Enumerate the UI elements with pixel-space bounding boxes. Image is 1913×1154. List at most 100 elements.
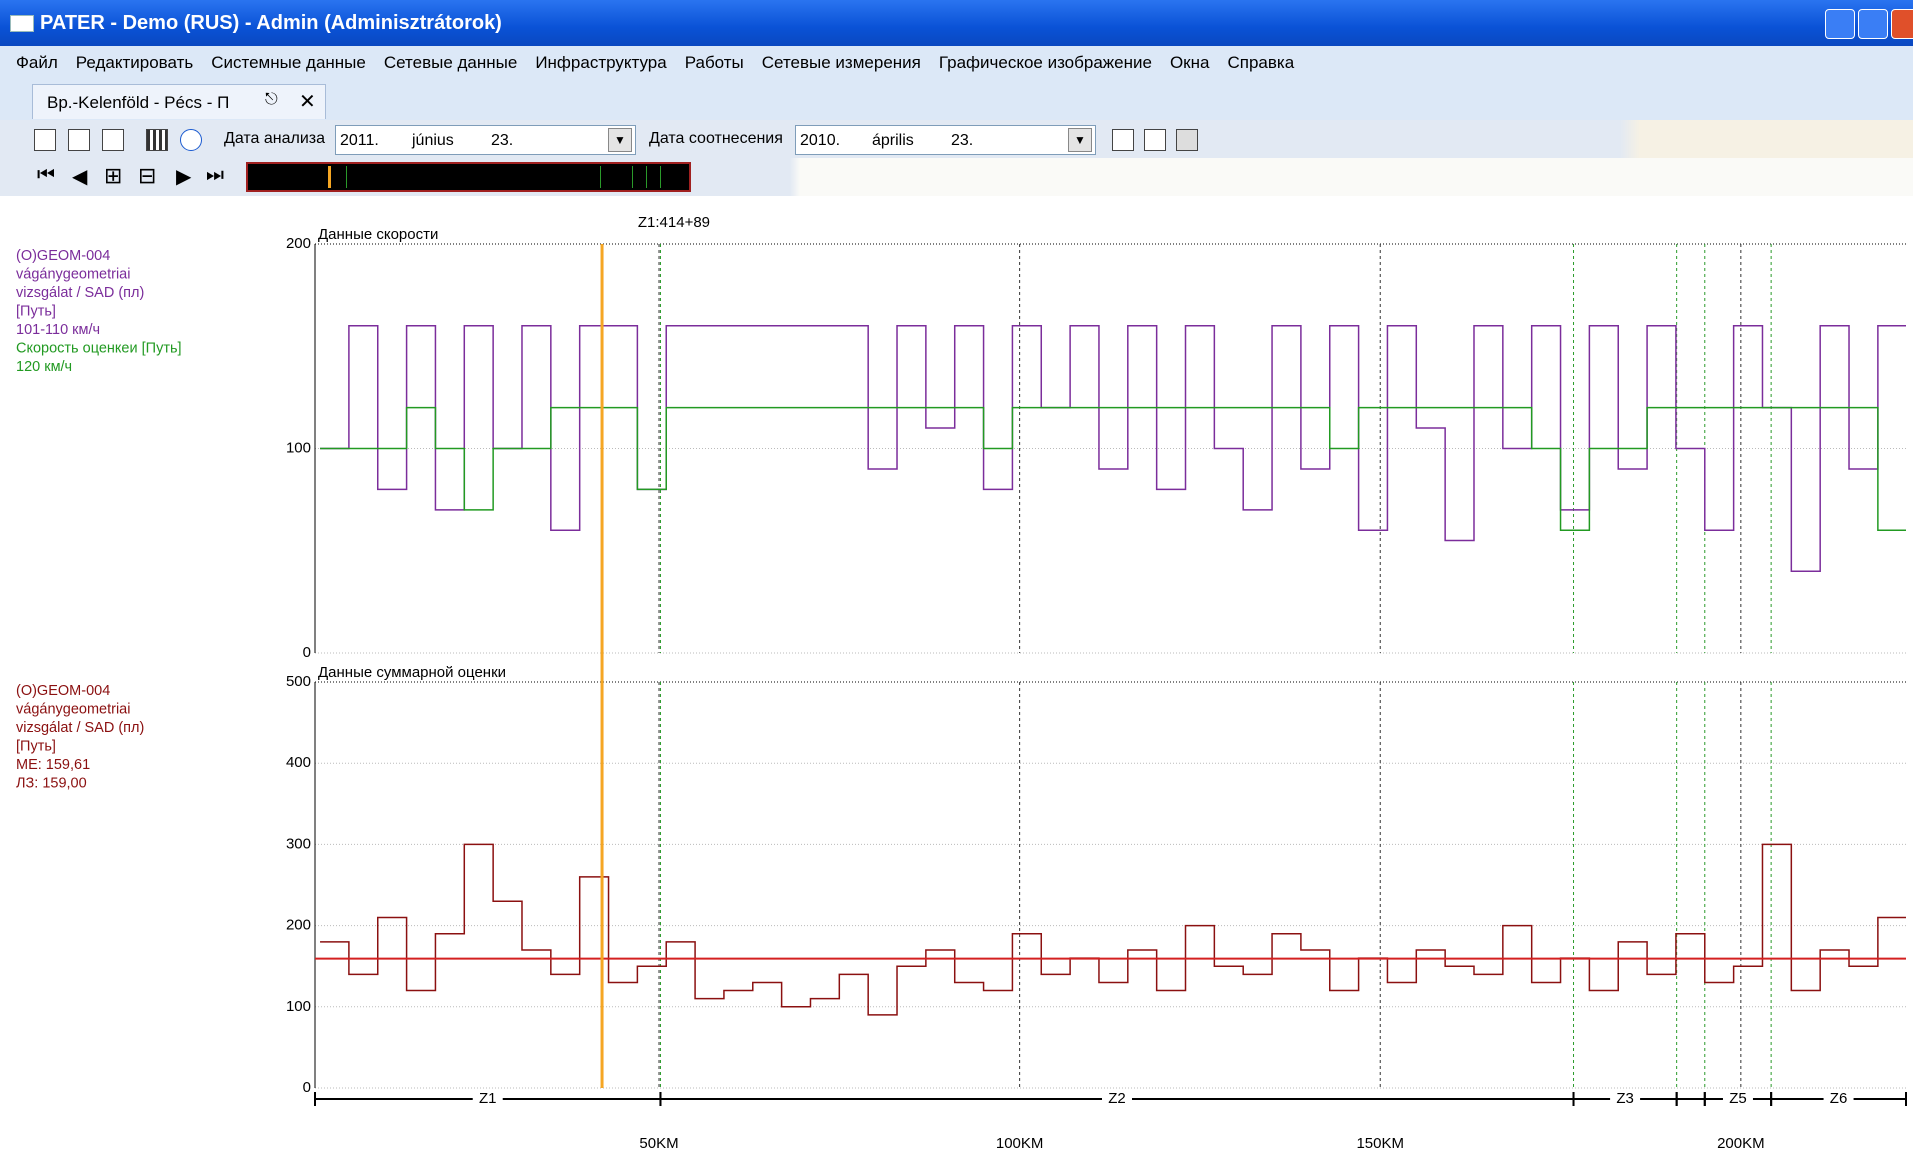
- tool-icon[interactable]: [146, 129, 168, 151]
- y-tick-label: 100: [286, 439, 311, 456]
- zoom-in[interactable]: ⊞: [104, 163, 123, 188]
- date-year: 2010.: [800, 132, 841, 149]
- zone-label: Z1: [479, 1090, 497, 1107]
- legend-text: (O)GEOM-004: [16, 248, 110, 264]
- x-tick-label: 50KM: [639, 1135, 678, 1152]
- window-title: PATER - Demo (RUS) - Admin (Adminisztrát…: [40, 12, 502, 34]
- zone-label: Z6: [1830, 1090, 1848, 1107]
- close-button[interactable]: [1891, 9, 1913, 39]
- tool-icon[interactable]: [1112, 129, 1134, 151]
- overview-marker: [600, 166, 601, 188]
- tool-icon[interactable]: [68, 129, 90, 151]
- plot-title: Данные скорости: [318, 226, 438, 243]
- analysis-date[interactable]: 2011. június 23. ▼: [335, 125, 636, 155]
- y-tick-label: 100: [286, 998, 311, 1015]
- y-tick-label: 300: [286, 835, 311, 852]
- legend-text: Скорость оценкеи [Путь]: [16, 340, 182, 356]
- menu-item[interactable]: Справка: [1227, 53, 1295, 72]
- plot-title: Данные суммарной оценки: [318, 664, 506, 681]
- menu-item[interactable]: Редактировать: [75, 53, 194, 72]
- y-tick-label: 500: [286, 673, 311, 690]
- menu-item[interactable]: Работы: [684, 53, 744, 72]
- date-day: 23.: [951, 132, 974, 149]
- legend-text: 120 км/ч: [16, 359, 72, 375]
- y-tick-label: 0: [303, 1079, 311, 1096]
- date-year: 2011.: [340, 132, 379, 149]
- zone-label-bg: [1722, 1090, 1753, 1108]
- document-tab[interactable]: Bp.-Kelenföld - Pécs - П ⎋ ✕: [32, 84, 326, 119]
- x-tick-label: 100KM: [996, 1135, 1044, 1152]
- title-bar: PATER - Demo (RUS) - Admin (Adminisztrát…: [0, 0, 1913, 46]
- nav-next[interactable]: ▶: [176, 166, 192, 188]
- preview-icon[interactable]: [1144, 129, 1166, 151]
- nav-first[interactable]: ⏮: [37, 164, 55, 186]
- series-line: [320, 406, 1906, 532]
- compare-label: Дата соотнесения: [649, 130, 783, 147]
- overview-cursor: [328, 166, 331, 188]
- tab-label: Bp.-Kelenföld - Pécs - П: [47, 93, 230, 112]
- app-icon: [10, 15, 34, 32]
- menu-item[interactable]: Окна: [1169, 53, 1210, 72]
- menu-item[interactable]: Графическое изображение: [938, 53, 1152, 72]
- overview-marker: [632, 166, 633, 188]
- zone-label-bg: [1823, 1090, 1854, 1108]
- menu-bar: Файл Редактировать Системные данные Сетевые…: [0, 46, 1913, 80]
- tool-icon[interactable]: [102, 129, 124, 151]
- print-icon[interactable]: [1176, 129, 1198, 151]
- zone-label: Z2: [1108, 1090, 1126, 1107]
- minimize-button[interactable]: [1825, 9, 1855, 39]
- date-month: április: [872, 132, 914, 149]
- zone-label: Z3: [1616, 1090, 1634, 1107]
- zone-label: Z5: [1729, 1090, 1747, 1107]
- overview-marker: [660, 166, 661, 188]
- refresh-icon[interactable]: [180, 129, 202, 151]
- menu-item[interactable]: Сетевые данные: [383, 53, 518, 72]
- menu-item[interactable]: Файл: [16, 53, 58, 72]
- legend-text: ЛЗ: 159,00: [16, 775, 87, 791]
- nav-last[interactable]: ⏭: [206, 164, 224, 186]
- tab-row: Bp.-Kelenföld - Pécs - П ⎋ ✕: [0, 80, 1913, 120]
- zone-label-bg: [1610, 1090, 1641, 1108]
- legend-text: [Путь]: [16, 303, 56, 319]
- pin-icon[interactable]: ⎋: [265, 91, 278, 108]
- navigation-toolbar: ⏮ ◀ ⊞ ⊟ ▶ ⏭: [0, 158, 1913, 196]
- tab-close[interactable]: ✕: [299, 91, 316, 113]
- y-tick-label: 0: [303, 644, 311, 661]
- y-tick-label: 200: [286, 917, 311, 934]
- toolbar: Дата анализа 2011. június 23. ▼ Дата соо…: [0, 120, 1913, 158]
- overview-marker: [646, 166, 647, 188]
- menu-item[interactable]: Системные данные: [211, 53, 366, 72]
- cursor-label: Z1:414+89: [638, 214, 710, 231]
- legend-text: 101-110 км/ч: [16, 322, 100, 338]
- compare-date[interactable]: 2010. április 23. ▼: [795, 125, 1096, 155]
- maximize-button[interactable]: [1858, 9, 1888, 39]
- x-tick-label: 150KM: [1356, 1135, 1404, 1152]
- legend-text: [Путь]: [16, 738, 56, 754]
- menu-item[interactable]: Инфраструктура: [535, 53, 667, 72]
- tool-icon[interactable]: [34, 129, 56, 151]
- dropdown-button[interactable]: ▼: [1068, 128, 1092, 152]
- zone-label-bg: [1101, 1090, 1132, 1108]
- legend-text: vizsgálat / SAD (пл): [16, 720, 144, 736]
- overview-marker: [346, 166, 347, 188]
- menu-item[interactable]: Сетевые измерения: [761, 53, 921, 72]
- analysis-label: Дата анализа: [224, 130, 326, 147]
- date-day: 23.: [491, 132, 514, 149]
- series-line: [320, 843, 1906, 1016]
- nav-prev[interactable]: ◀: [72, 166, 88, 188]
- zoom-out[interactable]: ⊟: [138, 163, 157, 188]
- legend-text: vágánygeometriai: [16, 701, 130, 717]
- overview-bar[interactable]: [246, 162, 691, 192]
- legend-text: vágánygeometriai: [16, 266, 130, 282]
- series-line: [320, 325, 1906, 572]
- y-tick-label: 400: [286, 754, 311, 771]
- legend-text: vizsgálat / SAD (пл): [16, 285, 144, 301]
- legend-text: МЕ: 159,61: [16, 757, 90, 773]
- y-tick-label: 200: [286, 235, 311, 252]
- zone-label-bg: [472, 1090, 503, 1108]
- date-month: június: [412, 132, 454, 149]
- legend-text: (O)GEOM-004: [16, 683, 110, 699]
- dropdown-button[interactable]: ▼: [608, 128, 632, 152]
- x-tick-label: 200KM: [1717, 1135, 1765, 1152]
